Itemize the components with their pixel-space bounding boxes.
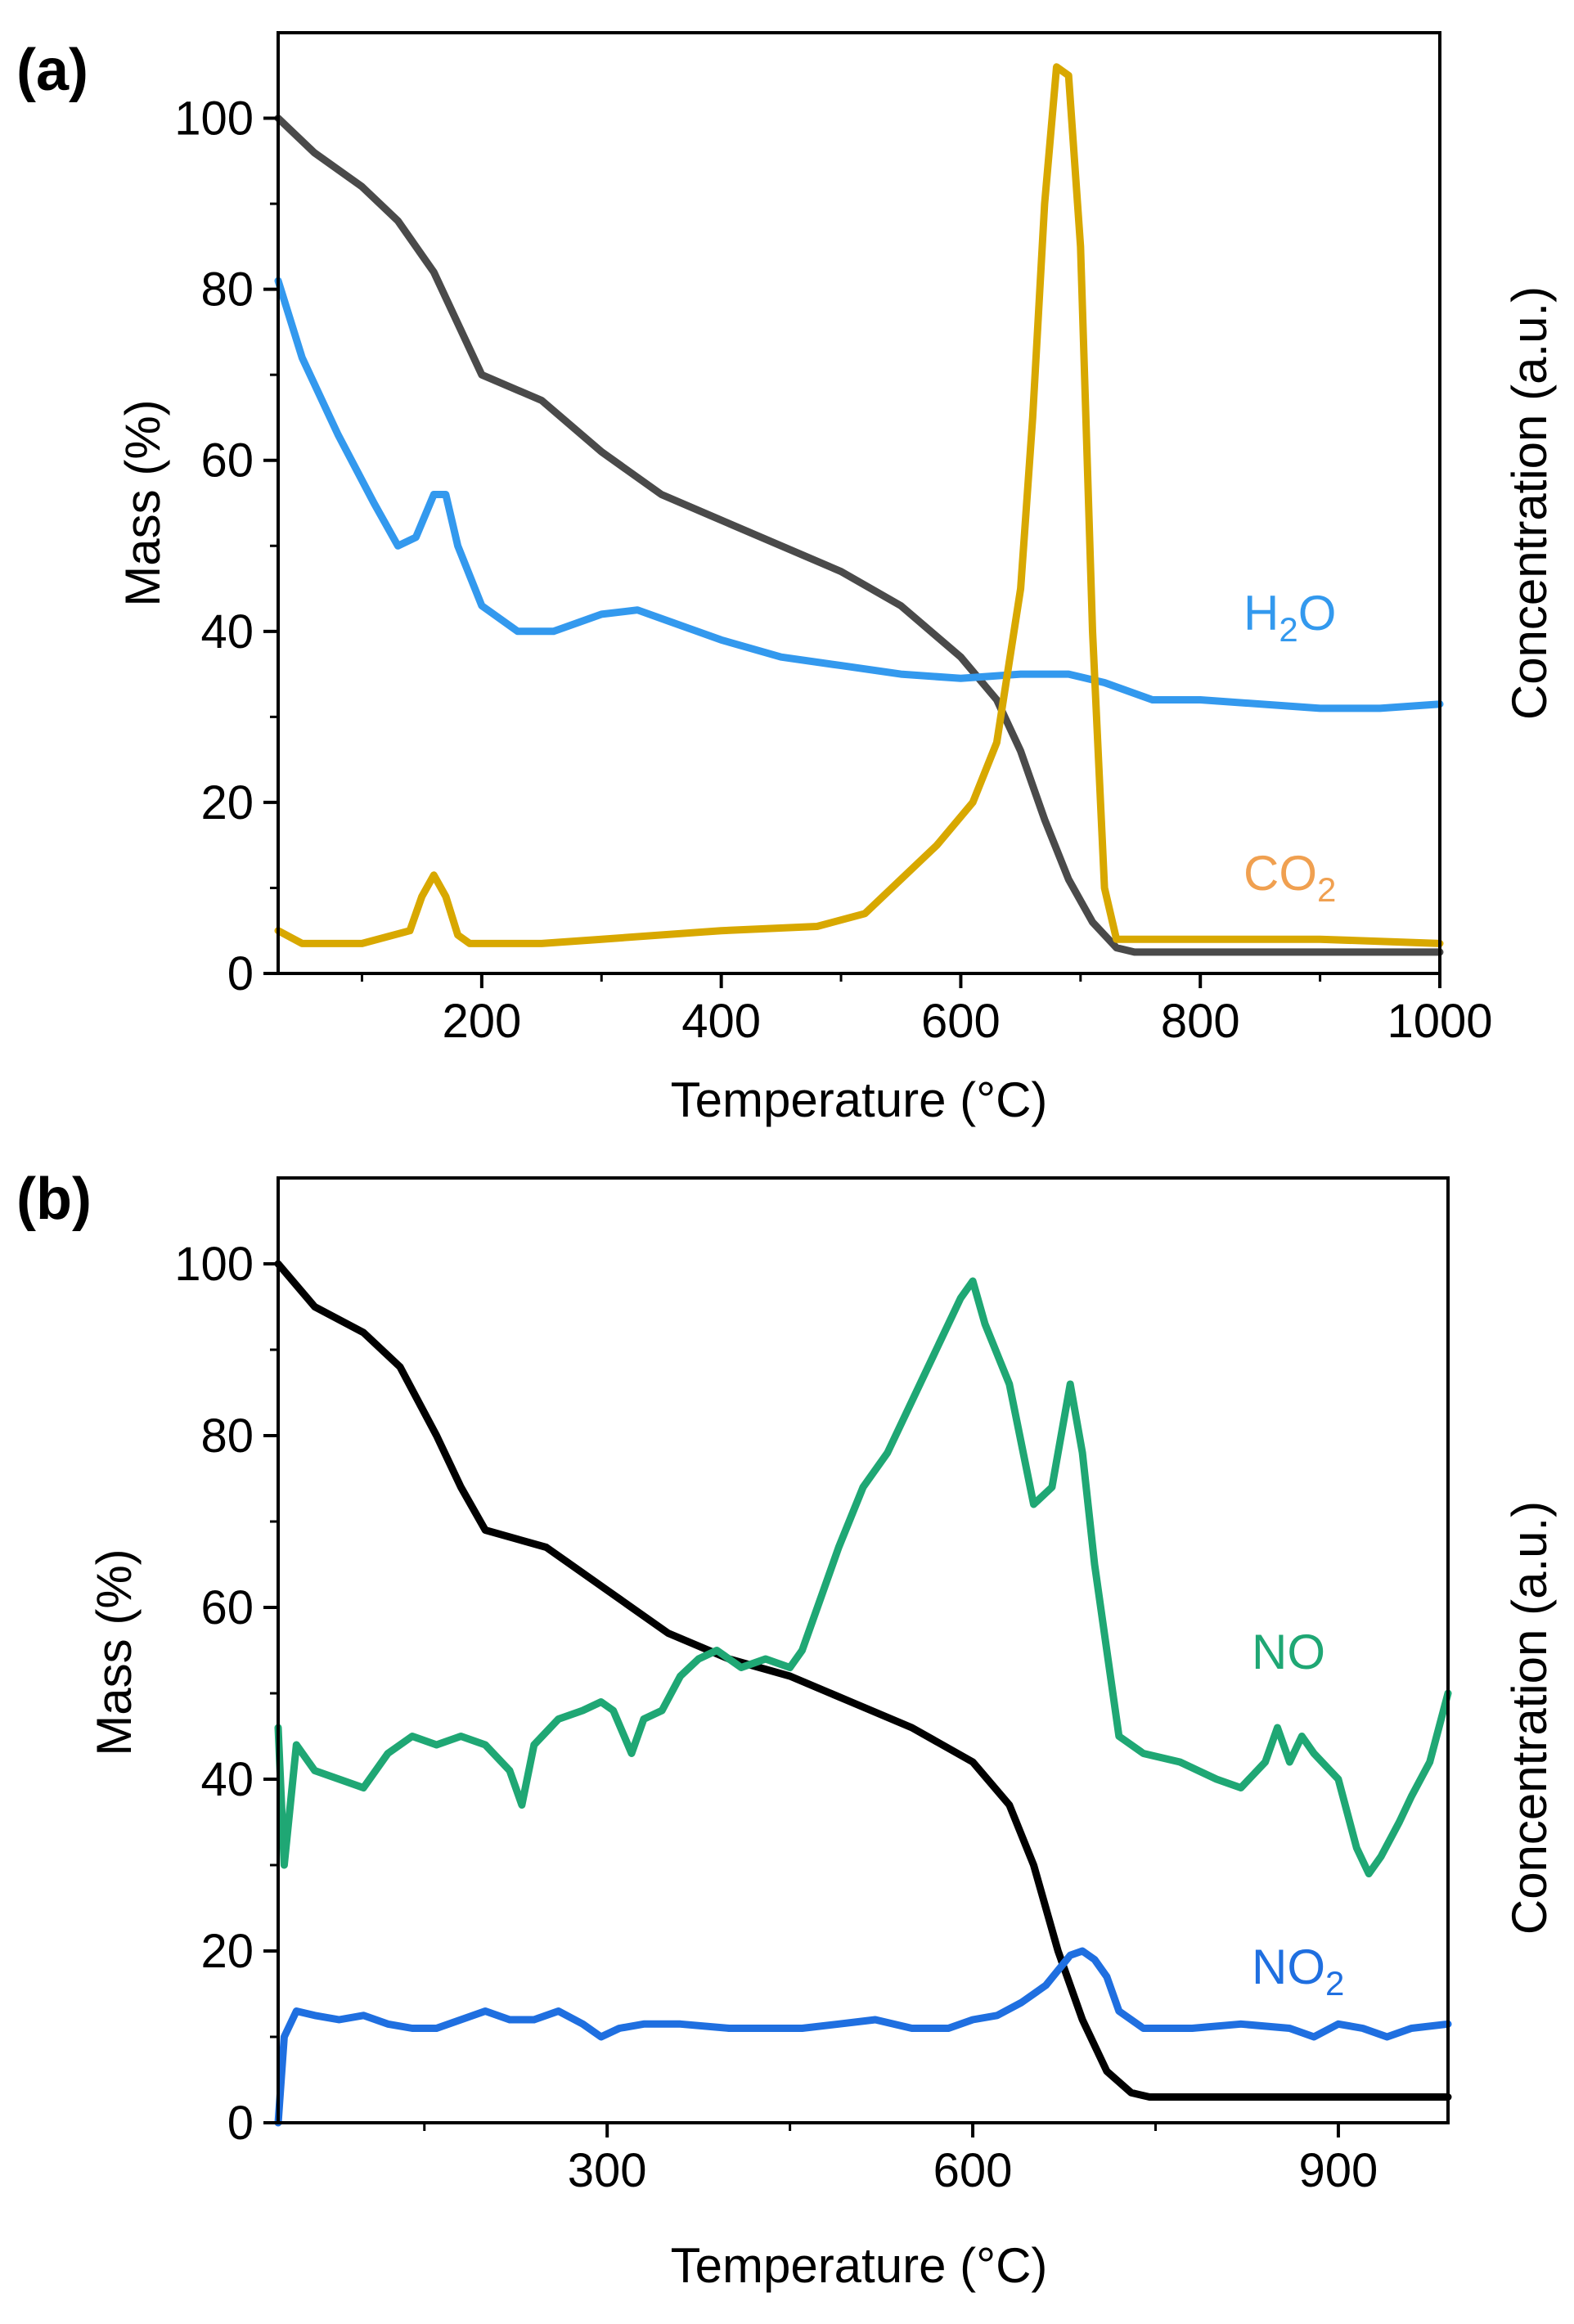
panel-b-no-line bbox=[274, 1277, 1452, 1877]
panel-a-y-tick-label-40: 40 bbox=[200, 605, 254, 659]
panel-b-x-tick-label-300: 300 bbox=[568, 2144, 647, 2197]
panel-a-x-axis-title: Temperature (°C) bbox=[671, 1072, 1048, 1127]
panel-b-no2-line bbox=[274, 1947, 1452, 2127]
panel-a: (a) 200 400 600 800 1000 0 20 40 60 80 100 Temper… bbox=[16, 31, 1557, 1127]
panel-b-y-tick-label-80: 80 bbox=[200, 1409, 254, 1463]
panel-b-y-axis-title: Mass (%) bbox=[87, 1549, 142, 1755]
panel-b-frame bbox=[277, 1176, 1450, 2124]
panel-a-x-tick-label-200: 200 bbox=[442, 995, 521, 1048]
panel-b-y-tick-label-100: 100 bbox=[174, 1238, 254, 1291]
panel-a-h2o-line bbox=[274, 276, 1444, 712]
panel-b-y2-axis-title: Concentration (a.u.) bbox=[1502, 1501, 1557, 1935]
panel-a-y-tick-label-0: 0 bbox=[227, 947, 254, 1000]
panel-a-co2-line bbox=[274, 63, 1444, 947]
panel-b-x-tick-label-900: 900 bbox=[1299, 2144, 1378, 2197]
panel-a-y-axis-title: Mass (%) bbox=[115, 399, 170, 606]
panel-a-h2o-label: H2O bbox=[1243, 586, 1336, 649]
panel-b-no-label: NO bbox=[1252, 1625, 1325, 1679]
panel-a-y-tick-label-60: 60 bbox=[200, 434, 254, 488]
panel-a-co2-label: CO2 bbox=[1243, 846, 1336, 909]
panel-a-frame bbox=[277, 31, 1441, 975]
panel-a-label: (a) bbox=[16, 38, 88, 103]
panel-a-x-tick-label-600: 600 bbox=[921, 995, 1001, 1048]
panel-b-y-tick-label-40: 40 bbox=[200, 1753, 254, 1806]
panel-a-x-tick-label-800: 800 bbox=[1161, 995, 1240, 1048]
panel-a-y-tick-label-20: 20 bbox=[200, 776, 254, 829]
panel-b-y-tick-label-60: 60 bbox=[200, 1581, 254, 1634]
panel-a-y2-axis-title: Concentration (a.u.) bbox=[1502, 286, 1557, 720]
panel-b-y-ticks: 0 20 40 60 80 100 bbox=[174, 1238, 278, 2150]
panel-b-x-axis-title: Temperature (°C) bbox=[671, 2238, 1048, 2293]
panel-a-series bbox=[274, 63, 1444, 956]
panel-a-y-tick-label-80: 80 bbox=[200, 263, 254, 317]
panel-b-no2-label: NO2 bbox=[1252, 1940, 1344, 2003]
panel-a-x-tick-label-400: 400 bbox=[681, 995, 761, 1048]
panel-a-y-tick-label-100: 100 bbox=[174, 92, 254, 146]
panel-a-x-ticks: 200 400 600 800 1000 bbox=[360, 973, 1493, 1048]
panel-a-mass-line bbox=[274, 115, 1444, 956]
panel-b-mass-line bbox=[274, 1260, 1452, 2101]
panel-b-y-tick-label-20: 20 bbox=[200, 1925, 254, 1978]
panel-b: (b) 300 600 900 0 20 40 60 80 100 Temperature (… bbox=[16, 1166, 1557, 2293]
panel-b-label: (b) bbox=[16, 1166, 92, 1232]
panel-b-x-tick-label-600: 600 bbox=[933, 2144, 1013, 2197]
panel-b-series bbox=[274, 1260, 1452, 2127]
panel-b-x-ticks: 300 600 900 bbox=[423, 2123, 1378, 2197]
panel-a-y-ticks: 0 20 40 60 80 100 bbox=[174, 92, 278, 1000]
panel-a-x-tick-label-1000: 1000 bbox=[1387, 995, 1492, 1048]
panel-b-y-tick-label-0: 0 bbox=[227, 2097, 254, 2150]
